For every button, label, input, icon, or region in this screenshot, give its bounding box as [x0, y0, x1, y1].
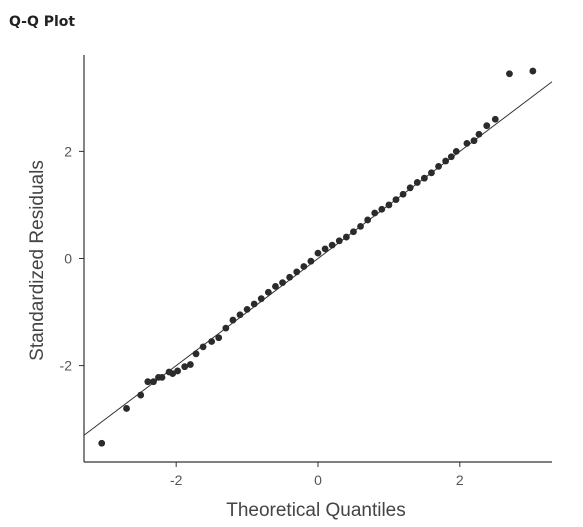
- data-point: [342, 233, 350, 241]
- data-point: [169, 370, 177, 378]
- x-axis-title: Theoretical Quantiles: [226, 500, 406, 521]
- data-point: [470, 137, 478, 145]
- data-point: [279, 279, 286, 286]
- data-point: [435, 162, 442, 170]
- data-point: [250, 300, 258, 308]
- panel-title: Q-Q Plot: [9, 14, 76, 30]
- points-group: [98, 67, 537, 447]
- data-point: [328, 241, 336, 249]
- data-point: [222, 324, 230, 332]
- data-point: [199, 343, 207, 351]
- x-tick-label: -2: [170, 472, 183, 488]
- data-point: [452, 147, 460, 155]
- axes-group: [79, 55, 553, 467]
- data-point: [293, 268, 301, 276]
- data-point: [98, 439, 106, 447]
- data-point: [385, 201, 393, 209]
- x-tick-label: 2: [456, 472, 464, 488]
- data-point: [181, 363, 189, 371]
- data-point: [357, 222, 364, 230]
- data-point: [307, 257, 315, 265]
- x-tick-label: 0: [314, 472, 322, 488]
- data-point: [208, 338, 216, 345]
- data-point: [399, 190, 407, 198]
- data-point: [272, 282, 279, 290]
- data-point: [392, 196, 400, 203]
- data-point: [428, 169, 435, 177]
- data-point: [506, 70, 513, 78]
- data-point: [350, 228, 357, 236]
- y-tick-label: 2: [64, 143, 72, 159]
- data-point: [150, 378, 157, 386]
- data-point: [243, 305, 251, 313]
- data-point: [335, 237, 343, 245]
- data-point: [475, 130, 483, 138]
- data-point: [321, 245, 329, 253]
- data-point: [264, 288, 272, 296]
- data-point: [413, 179, 421, 186]
- data-point: [483, 122, 491, 130]
- data-point: [123, 405, 130, 412]
- data-point: [236, 311, 244, 319]
- y-tick-label: -2: [60, 358, 73, 374]
- data-point: [257, 295, 265, 303]
- data-point: [286, 273, 294, 281]
- data-point: [174, 367, 182, 375]
- data-point: [420, 174, 428, 182]
- data-point: [442, 157, 450, 165]
- data-point: [447, 153, 455, 161]
- data-point: [229, 316, 237, 324]
- data-point: [491, 115, 499, 123]
- data-point: [144, 378, 152, 386]
- labels-group: -2 0 2 -2 0 2 Theoretical Quantiles Standardize…: [27, 143, 464, 521]
- data-point: [215, 334, 223, 342]
- data-point: [137, 391, 145, 399]
- data-point: [300, 263, 308, 270]
- data-point: [192, 350, 200, 358]
- y-axis-title: Standardized Residuals: [27, 160, 48, 361]
- data-point: [406, 184, 414, 192]
- data-point: [186, 361, 194, 368]
- y-tick-label: 0: [64, 251, 72, 267]
- data-point: [314, 249, 322, 257]
- data-point: [364, 216, 372, 224]
- data-point: [371, 209, 379, 217]
- data-point: [158, 373, 166, 381]
- data-point: [463, 139, 471, 147]
- data-point: [529, 67, 537, 75]
- data-point: [378, 205, 386, 213]
